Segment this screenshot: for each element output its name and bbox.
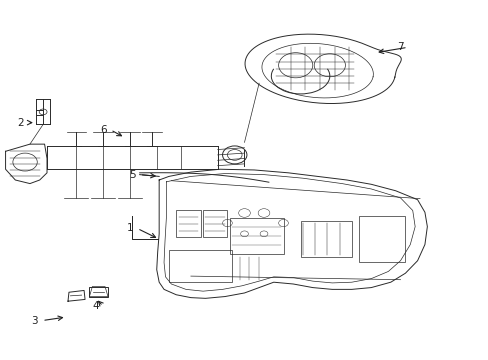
Bar xyxy=(300,221,351,257)
Text: 6: 6 xyxy=(100,125,106,135)
Bar xyxy=(229,218,283,253)
Text: 4: 4 xyxy=(92,301,99,311)
Text: 2: 2 xyxy=(17,118,23,128)
Bar xyxy=(358,216,405,262)
Text: 7: 7 xyxy=(396,42,403,52)
Text: 1: 1 xyxy=(126,224,133,233)
Bar xyxy=(168,250,232,282)
Bar xyxy=(176,211,200,237)
Text: 3: 3 xyxy=(31,316,38,325)
Text: 5: 5 xyxy=(129,170,135,180)
Bar xyxy=(89,287,108,297)
Bar xyxy=(203,211,227,237)
